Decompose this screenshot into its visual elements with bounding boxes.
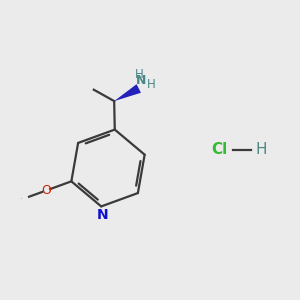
Text: H: H	[255, 142, 267, 158]
Polygon shape	[114, 84, 141, 101]
Text: H: H	[135, 68, 144, 81]
Text: H: H	[147, 78, 156, 91]
Text: N: N	[136, 74, 146, 87]
Text: N: N	[96, 208, 108, 222]
Text: O: O	[21, 198, 22, 199]
Text: Cl: Cl	[211, 142, 227, 158]
Text: O: O	[41, 184, 51, 197]
